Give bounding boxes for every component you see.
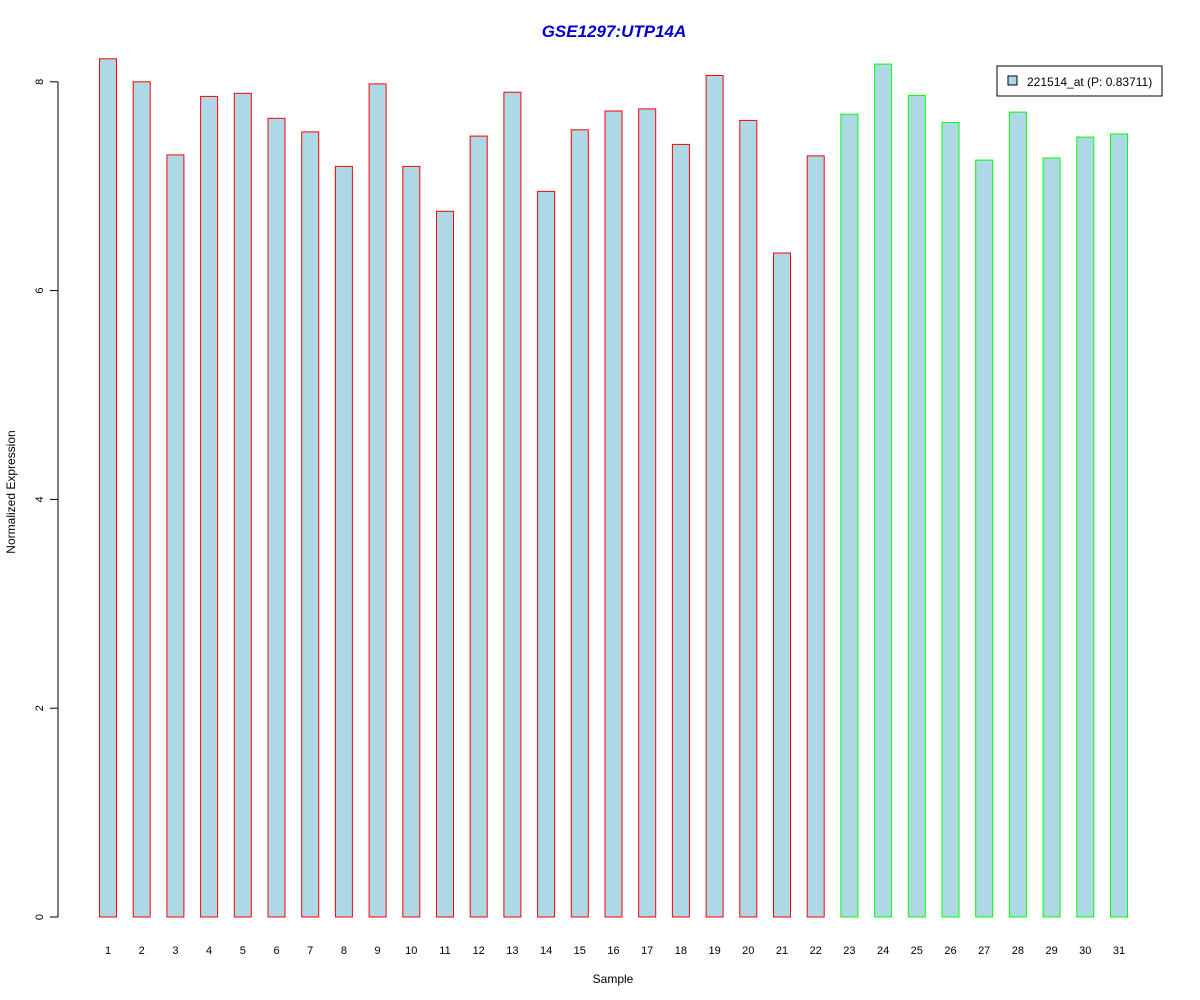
bars-group bbox=[99, 58, 1128, 918]
x-tick-label: 11 bbox=[439, 945, 450, 957]
x-tick-label: 25 bbox=[911, 945, 923, 957]
bar-sample-17 bbox=[638, 108, 657, 918]
bar-sample-20 bbox=[739, 119, 758, 918]
x-tick-label: 14 bbox=[540, 945, 552, 957]
bar-sample-4 bbox=[200, 95, 219, 918]
bar-sample-5 bbox=[233, 92, 252, 918]
x-tick-label: 5 bbox=[240, 945, 246, 957]
y-axis-title: Normalized Expression bbox=[4, 430, 18, 553]
x-tick-label: 26 bbox=[944, 945, 956, 957]
bar-sample-31 bbox=[1110, 133, 1128, 918]
legend-box bbox=[996, 65, 1163, 97]
x-tick-label: 9 bbox=[375, 945, 381, 957]
bar-sample-16 bbox=[604, 110, 623, 918]
chart-title: GSE1297:UTP14A bbox=[542, 22, 687, 41]
bar-sample-11 bbox=[436, 210, 454, 918]
y-tick-label: 6 bbox=[34, 288, 46, 294]
x-tick-label: 15 bbox=[574, 945, 586, 957]
bar-sample-1 bbox=[99, 58, 117, 918]
bar-sample-28 bbox=[1008, 111, 1027, 918]
x-tick-label: 10 bbox=[405, 945, 417, 957]
bar-sample-12 bbox=[469, 135, 488, 918]
bar-sample-26 bbox=[941, 122, 960, 918]
x-tick-label: 17 bbox=[641, 945, 653, 957]
x-tick-label: 4 bbox=[206, 945, 212, 957]
x-tick-label: 12 bbox=[473, 945, 485, 957]
y-axis: 0 2 4 6 8 bbox=[34, 79, 59, 920]
x-tick-labels: 1 2 3 4 5 6 7 8 9 10 11 12 13 14 15 16 17 18 19 20 21 22 23 24 2… bbox=[105, 945, 1125, 957]
bar-sample-29 bbox=[1042, 157, 1061, 918]
bar-sample-14 bbox=[537, 190, 556, 918]
x-tick-label: 29 bbox=[1045, 945, 1057, 957]
bar-sample-3 bbox=[166, 154, 185, 918]
bar-sample-19 bbox=[705, 75, 724, 918]
x-tick-label: 23 bbox=[843, 945, 855, 957]
bar-sample-10 bbox=[402, 165, 421, 918]
x-tick-label: 18 bbox=[675, 945, 687, 957]
x-tick-label: 3 bbox=[172, 945, 178, 957]
x-tick-label: 20 bbox=[742, 945, 754, 957]
bar-sample-6 bbox=[267, 117, 286, 918]
bar-sample-9 bbox=[368, 83, 387, 918]
x-tick-label: 21 bbox=[776, 945, 788, 957]
x-tick-label: 27 bbox=[978, 945, 990, 957]
bar-sample-21 bbox=[773, 252, 791, 918]
legend-label: 221514_at (P: 0.83711) bbox=[1027, 75, 1152, 89]
bar-sample-2 bbox=[132, 81, 151, 918]
y-tick-label: 2 bbox=[34, 705, 46, 711]
bar-sample-22 bbox=[806, 155, 825, 918]
bar-sample-27 bbox=[975, 159, 994, 918]
legend-swatch bbox=[1007, 75, 1018, 86]
bar-sample-24 bbox=[874, 63, 893, 918]
x-tick-label: 7 bbox=[307, 945, 313, 957]
bar-sample-7 bbox=[301, 131, 320, 918]
x-tick-label: 16 bbox=[607, 945, 619, 957]
bar-sample-13 bbox=[503, 91, 522, 918]
x-tick-label: 6 bbox=[273, 945, 279, 957]
x-tick-label: 24 bbox=[877, 945, 889, 957]
x-tick-label: 19 bbox=[708, 945, 720, 957]
y-tick-label: 4 bbox=[34, 496, 46, 502]
bar-sample-23 bbox=[840, 113, 859, 918]
x-tick-label: 28 bbox=[1012, 945, 1024, 957]
x-tick-label: 8 bbox=[341, 945, 347, 957]
x-tick-label: 1 bbox=[105, 945, 111, 957]
bar-sample-18 bbox=[671, 143, 690, 918]
x-tick-label: 22 bbox=[810, 945, 822, 957]
bar-sample-30 bbox=[1076, 136, 1095, 918]
y-tick-label: 0 bbox=[34, 914, 46, 920]
bar-sample-15 bbox=[570, 129, 589, 918]
x-tick-label: 31 bbox=[1113, 945, 1125, 957]
bar-sample-8 bbox=[334, 165, 353, 918]
x-axis-title: Sample bbox=[593, 972, 634, 986]
x-tick-label: 2 bbox=[139, 945, 145, 957]
x-tick-label: 13 bbox=[506, 945, 518, 957]
y-tick-label: 8 bbox=[34, 79, 46, 85]
bar-sample-25 bbox=[907, 94, 926, 918]
legend: 221514_at (P: 0.83711) bbox=[996, 65, 1163, 97]
x-tick-label: 30 bbox=[1079, 945, 1091, 957]
